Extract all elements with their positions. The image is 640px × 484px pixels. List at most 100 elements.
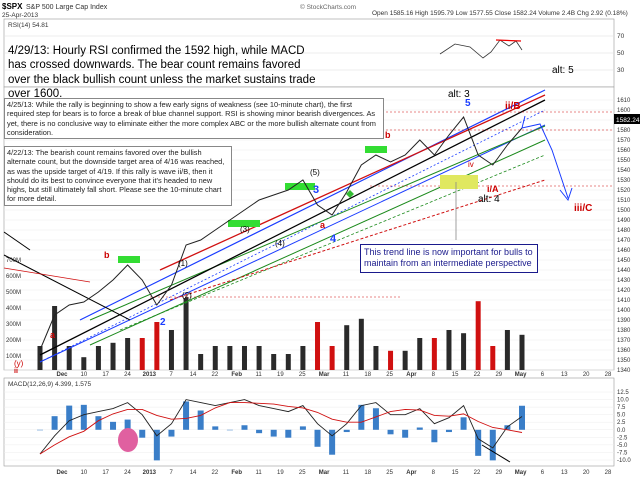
time-tick-label-mid: 19	[277, 372, 284, 378]
time-tick-label: Mar	[319, 470, 330, 476]
time-tick-label-mid: 14	[190, 372, 197, 378]
volume-tick-label: 200M	[6, 338, 21, 344]
volume-bar	[154, 322, 160, 370]
volume-bar	[66, 346, 72, 370]
wave-label-red-a: a	[320, 220, 326, 230]
time-tick-label-mid: 15	[452, 372, 459, 378]
rsi-tick-70: 70	[617, 33, 625, 40]
macd-histogram-bar	[358, 404, 365, 430]
price-tick-label: 1350	[617, 358, 631, 364]
rsi-tick-30: 30	[617, 67, 625, 74]
volume-bar	[37, 346, 43, 370]
note-4-29: 4/29/13: Hourly RSI confirmed the 1592 h…	[8, 45, 316, 101]
volume-bar	[519, 334, 525, 370]
wave-label-iiB: ii/B	[505, 101, 521, 112]
header-name: S&P 500 Large Cap Index	[26, 4, 108, 11]
green-line-lower	[89, 139, 546, 346]
volume-bar	[256, 346, 262, 370]
macd-histogram-bar	[226, 429, 233, 431]
header-symbol: $SPX	[2, 2, 23, 11]
volume-bar	[417, 338, 423, 370]
macd-histogram-bar	[460, 417, 467, 430]
time-tick-label-mid: 6	[541, 372, 545, 378]
macd-tick-label: 12.5	[617, 390, 629, 396]
price-tick-label: 1520	[617, 188, 631, 194]
time-tick-label-mid: 2013	[143, 372, 157, 378]
target-box-4	[365, 146, 387, 153]
volume-bar	[198, 354, 204, 370]
time-tick-label-mid: 25	[299, 372, 306, 378]
macd-histogram-bar	[256, 429, 263, 434]
target-box-1	[118, 256, 140, 263]
time-tick-label: 8	[432, 470, 436, 476]
alt3-label: alt: 3	[448, 89, 470, 100]
price-tick-label: 1390	[617, 318, 631, 324]
macd-histogram-bar	[183, 401, 190, 430]
price-tick-label: 1490	[617, 218, 631, 224]
time-tick-label: 28	[605, 470, 612, 476]
header-watermark: © StockCharts.com	[300, 3, 356, 11]
price-tick-label: 1560	[617, 148, 631, 154]
time-tick-label: 24	[124, 470, 131, 476]
spx-price-line	[39, 116, 523, 351]
rsi-divergence-line	[495, 39, 522, 42]
time-tick-label-mid: Dec	[56, 372, 68, 378]
macd-histogram-bar	[387, 429, 394, 435]
rsi-tick-50: 50	[617, 50, 625, 57]
volume-bar	[300, 346, 306, 370]
time-tick-label-mid: 20	[583, 372, 590, 378]
price-tick-label: 1410	[617, 298, 631, 304]
macd-histogram-bar	[372, 408, 379, 430]
time-tick-label: 13	[561, 470, 568, 476]
volume-bar	[285, 354, 291, 370]
red-trend-lower	[169, 179, 546, 301]
volume-bar	[315, 322, 321, 370]
time-tick-label-mid: 25	[386, 372, 393, 378]
time-tick-label-mid: 18	[364, 372, 371, 378]
macd-histogram-bar	[416, 427, 423, 430]
alt4-label: alt: 4	[478, 194, 500, 205]
volume-bar	[95, 346, 101, 370]
macd-histogram-bar	[314, 429, 321, 447]
time-tick-label-mid: Apr	[406, 372, 417, 378]
macd-histogram-bar	[489, 429, 496, 461]
price-tick-label: 1530	[617, 178, 631, 184]
macd-tick-label: 10.0	[617, 398, 629, 404]
volume-bar	[125, 338, 131, 370]
price-tick-label: 1580	[617, 128, 631, 134]
time-tick-label-mid: 8	[432, 372, 436, 378]
macd-histogram-bar	[241, 425, 248, 430]
macd-histogram-bar	[124, 419, 131, 430]
macd-tick-label: 7.5	[617, 405, 626, 411]
macd-histogram-bar	[475, 429, 482, 456]
wave-label-y: (y)	[14, 359, 24, 368]
time-tick-label: 7	[170, 470, 174, 476]
time-tick-label: 25	[299, 470, 306, 476]
volume-bar	[490, 346, 496, 370]
time-tick-label: 17	[102, 470, 109, 476]
price-tick-label: 1420	[617, 288, 631, 294]
time-tick-label: 14	[190, 470, 197, 476]
wave-label-w2: (2)	[182, 291, 192, 300]
volume-bar	[81, 357, 87, 370]
macd-tick-label: -7.5	[617, 450, 628, 456]
macd-histogram-bar	[51, 416, 58, 430]
volume-tick-label: 700M	[6, 258, 21, 264]
price-tick-label: 1460	[617, 248, 631, 254]
volume-bar	[431, 338, 437, 370]
red-trend-upper	[159, 94, 546, 271]
volume-bar	[358, 318, 364, 370]
price-tick-label: 1340	[617, 368, 631, 374]
volume-tick-label: 400M	[6, 306, 21, 312]
time-tick-label: 11	[255, 470, 262, 476]
time-tick-label: Feb	[231, 470, 242, 476]
time-tick-label: 19	[277, 470, 284, 476]
macd-histogram-bar	[66, 405, 73, 430]
time-tick-label: Apr	[406, 470, 417, 476]
macd-histogram-bar	[519, 405, 525, 430]
time-tick-label: 22	[474, 470, 481, 476]
price-tick-label: 1400	[617, 308, 631, 314]
volume-tick-label: 600M	[6, 274, 21, 280]
price-tick-label: 1370	[617, 338, 631, 344]
price-tick-label: 1440	[617, 268, 631, 274]
